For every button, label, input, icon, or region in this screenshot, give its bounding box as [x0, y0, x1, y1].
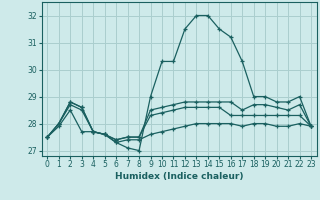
X-axis label: Humidex (Indice chaleur): Humidex (Indice chaleur) [115, 172, 244, 181]
